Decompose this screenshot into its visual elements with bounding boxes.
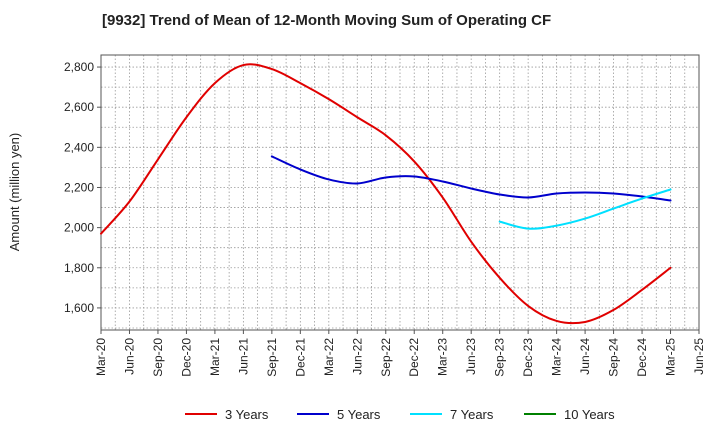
x-axis: Mar-20 Jun-20 Sep-20 Dec-20 Mar-21 Jun-21 Sep-… bbox=[94, 330, 706, 377]
x-tick-label: Dec-24 bbox=[635, 338, 649, 377]
x-tick-label: Dec-22 bbox=[407, 338, 421, 377]
legend-label-3-years: 3 Years bbox=[225, 407, 269, 422]
y-tick-label: 2,400 bbox=[64, 140, 94, 154]
x-tick-label: Mar-21 bbox=[208, 338, 222, 376]
legend-label-10-years: 10 Years bbox=[564, 407, 615, 422]
chart-title: [9932] Trend of Mean of 12-Month Moving … bbox=[102, 12, 552, 29]
y-axis: 1,600 1,800 2,000 2,200 2,400 2,600 2,800 bbox=[64, 60, 101, 315]
series-line-3-years bbox=[100, 63, 672, 325]
series-layer bbox=[100, 63, 672, 325]
series-line-5-years bbox=[270, 155, 672, 202]
x-tick-label: Dec-23 bbox=[521, 338, 535, 377]
x-tick-label: Mar-22 bbox=[322, 338, 336, 376]
y-tick-label: 1,800 bbox=[64, 261, 94, 275]
x-tick-label: Sep-23 bbox=[493, 338, 507, 377]
y-tick-label: 1,600 bbox=[64, 301, 94, 315]
x-tick-label: Dec-20 bbox=[179, 338, 193, 377]
x-tick-label: Jun-21 bbox=[236, 338, 250, 375]
legend: 3 Years 5 Years 7 Years 10 Years bbox=[185, 407, 615, 422]
x-tick-label: Mar-25 bbox=[664, 338, 678, 376]
x-tick-label: Jun-20 bbox=[122, 338, 136, 375]
legend-label-7-years: 7 Years bbox=[450, 407, 494, 422]
x-tick-label: Jun-23 bbox=[464, 338, 478, 375]
y-axis-title: Amount (million yen) bbox=[7, 133, 22, 252]
x-tick-label: Sep-21 bbox=[265, 338, 279, 377]
series-line-7-years bbox=[498, 188, 672, 230]
y-tick-label: 2,000 bbox=[64, 221, 94, 235]
x-tick-label: Dec-21 bbox=[293, 338, 307, 377]
x-tick-label: Jun-25 bbox=[692, 338, 706, 375]
x-tick-label: Mar-20 bbox=[94, 338, 108, 376]
plot-frame bbox=[100, 54, 700, 331]
x-tick-label: Jun-22 bbox=[350, 338, 364, 375]
x-tick-label: Sep-20 bbox=[151, 338, 165, 377]
legend-label-5-years: 5 Years bbox=[337, 407, 381, 422]
x-tick-label: Mar-23 bbox=[436, 338, 450, 376]
x-tick-label: Jun-24 bbox=[578, 338, 592, 375]
y-tick-label: 2,200 bbox=[64, 180, 94, 194]
x-tick-label: Sep-24 bbox=[607, 338, 621, 377]
x-tick-label: Sep-22 bbox=[379, 338, 393, 377]
grid-layer bbox=[101, 55, 699, 330]
y-tick-label: 2,800 bbox=[64, 60, 94, 74]
y-tick-label: 2,600 bbox=[64, 100, 94, 114]
x-tick-label: Mar-24 bbox=[550, 338, 564, 376]
